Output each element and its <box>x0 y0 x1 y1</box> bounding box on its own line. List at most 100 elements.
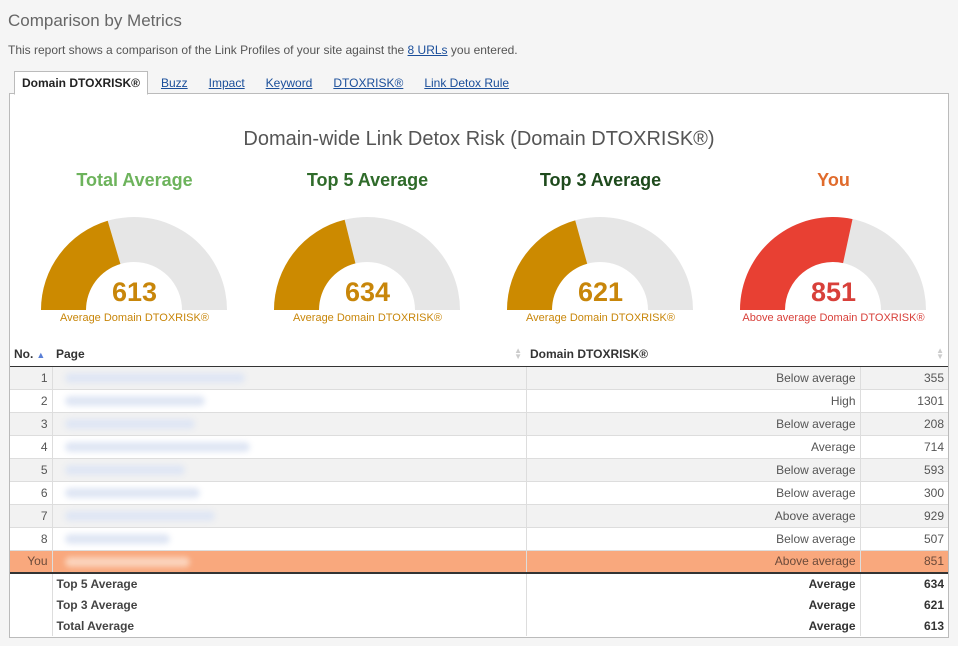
risk-value: 929 <box>860 504 948 528</box>
summary-row: Total Average Average 613 <box>10 615 948 636</box>
summary-label: Total Average <box>52 615 527 636</box>
table-row: 5 Below average 593 <box>10 458 948 482</box>
redacted-url <box>64 511 215 522</box>
tab-panel: Domain-wide Link Detox Risk (Domain DTOX… <box>9 93 949 638</box>
gauge-2: Top 5 Average 634 Average Domain DTOXRISK® <box>251 170 484 330</box>
summary-category: Average <box>526 572 861 594</box>
gauge-fill <box>41 220 121 310</box>
redacted-url <box>64 373 245 384</box>
gauge-subtitle: Average Domain DTOXRISK® <box>526 312 675 324</box>
column-header-page[interactable]: Page ▲ ▼ <box>52 343 526 367</box>
row-number: 3 <box>10 412 53 436</box>
table-row: 6 Below average 300 <box>10 481 948 505</box>
report-description: This report shows a comparison of the Li… <box>8 43 518 57</box>
risk-category: Average <box>526 435 861 459</box>
urls-link[interactable]: 8 URLs <box>407 43 448 57</box>
page-url-redacted[interactable] <box>52 458 527 482</box>
risk-category: High <box>526 389 861 413</box>
gauge-chart <box>41 217 227 310</box>
row-number: 4 <box>10 435 53 459</box>
summary-value: 613 <box>860 615 948 636</box>
tab-domain-dtoxrisk[interactable]: Domain DTOXRISK® <box>14 71 148 95</box>
gauge-1: Total Average 613 Average Domain DTOXRISK® <box>18 170 251 330</box>
redacted-url <box>64 488 200 499</box>
column-header-no[interactable]: No. ▲ <box>10 343 52 367</box>
summary-empty <box>10 594 53 615</box>
tab-keyword[interactable]: Keyword <box>265 76 313 90</box>
risk-value: 208 <box>860 412 948 436</box>
sort-asc-icon: ▲ <box>36 350 46 361</box>
page-url-redacted[interactable] <box>52 366 527 390</box>
row-number: 7 <box>10 504 53 528</box>
gauge-label: Total Average <box>76 170 193 190</box>
gauge-label: Top 3 Average <box>539 170 662 190</box>
table-row-you: You Above average 851 <box>10 550 948 574</box>
risk-category: Below average <box>526 527 861 551</box>
risk-category: Above average <box>526 550 861 574</box>
page-url-redacted[interactable] <box>52 527 527 551</box>
redacted-url <box>64 442 250 453</box>
summary-empty <box>10 615 53 636</box>
summary-row: Top 5 Average Average 634 <box>10 572 948 594</box>
comparison-table: No. ▲ Page ▲ ▼ Domain DTOXRISK® ▲ ▼ 1 Below av… <box>10 343 948 636</box>
row-number: 5 <box>10 458 53 482</box>
description-text-after: you entered. <box>450 43 518 57</box>
risk-value: 507 <box>860 527 948 551</box>
gauge-label: Top 5 Average <box>306 170 429 190</box>
description-text-before: This report shows a comparison of the Li… <box>8 43 405 57</box>
row-number: You <box>10 550 53 574</box>
header-metric-label: Domain DTOXRISK® <box>530 347 648 362</box>
gauge-value: 634 <box>344 277 391 307</box>
summary-label: Top 3 Average <box>52 594 527 615</box>
page-url-redacted[interactable] <box>52 412 527 436</box>
redacted-url <box>64 534 170 545</box>
sort-icon: ▲ ▼ <box>514 346 522 361</box>
risk-category: Below average <box>526 366 861 390</box>
risk-value: 1301 <box>860 389 948 413</box>
summary-label: Top 5 Average <box>52 572 527 594</box>
page-url-redacted[interactable] <box>52 481 527 505</box>
page-url-redacted[interactable] <box>52 435 527 459</box>
page-url-redacted[interactable] <box>52 504 527 528</box>
tab-buzz[interactable]: Buzz <box>160 76 188 90</box>
gauge-subtitle: Average Domain DTOXRISK® <box>293 312 442 324</box>
gauge-fill <box>274 219 356 310</box>
risk-category: Above average <box>526 504 861 528</box>
metric-tabs: Domain DTOXRISK® Buzz Impact Keyword DTO… <box>14 70 530 95</box>
page-url-redacted[interactable] <box>52 550 527 574</box>
table-row: 8 Below average 507 <box>10 527 948 551</box>
gauge-subtitle: Above average Domain DTOXRISK® <box>742 312 925 324</box>
risk-category: Below average <box>526 412 861 436</box>
tab-dtoxrisk[interactable]: DTOXRISK® <box>333 76 404 90</box>
risk-value: 300 <box>860 481 948 505</box>
header-no-label: No. <box>14 347 34 362</box>
gauge-fill <box>740 217 853 310</box>
summary-value: 621 <box>860 594 948 615</box>
redacted-url <box>64 557 190 568</box>
gauge-4: You 851 Above average Domain DTOXRISK® <box>717 170 950 330</box>
redacted-url <box>64 465 185 476</box>
gauge-value: 851 <box>810 277 857 307</box>
row-number: 1 <box>10 366 53 390</box>
row-number: 2 <box>10 389 53 413</box>
gauge-chart <box>740 217 926 310</box>
gauge-label: You <box>817 170 850 190</box>
risk-value: 714 <box>860 435 948 459</box>
risk-value: 593 <box>860 458 948 482</box>
column-header-metric[interactable]: Domain DTOXRISK® ▲ ▼ <box>526 343 948 367</box>
sort-icon: ▲ ▼ <box>936 346 944 361</box>
risk-value: 355 <box>860 366 948 390</box>
page-url-redacted[interactable] <box>52 389 527 413</box>
risk-value: 851 <box>860 550 948 574</box>
table-row: 2 High 1301 <box>10 389 948 413</box>
row-number: 8 <box>10 527 53 551</box>
table-row: 3 Below average 208 <box>10 412 948 436</box>
redacted-url <box>64 419 195 430</box>
page-title: Comparison by Metrics <box>8 11 182 30</box>
gauge-chart <box>507 217 693 310</box>
tab-link-detox-rule[interactable]: Link Detox Rule <box>424 76 510 90</box>
risk-category: Below average <box>526 481 861 505</box>
gauge-value: 621 <box>577 277 624 307</box>
tab-impact[interactable]: Impact <box>208 76 245 90</box>
summary-category: Average <box>526 594 861 615</box>
